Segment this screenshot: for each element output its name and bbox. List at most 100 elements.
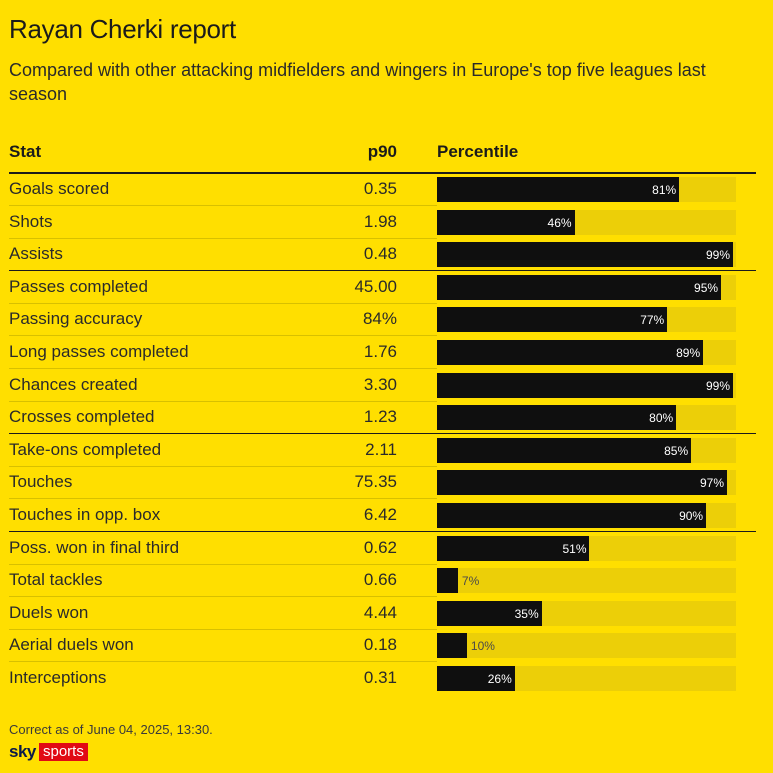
stat-row: Assists 0.48 99% bbox=[9, 239, 756, 272]
logo-sports-text: sports bbox=[39, 743, 88, 761]
p90-value: 0.35 bbox=[363, 179, 397, 198]
percentile-track: 97% bbox=[437, 470, 736, 496]
stat-label: Passing accuracy bbox=[9, 309, 143, 329]
percentile-label: 85% bbox=[664, 443, 689, 458]
row-divider bbox=[9, 596, 437, 598]
stat-label: Take-ons completed bbox=[9, 439, 162, 459]
percentile-track: 46% bbox=[437, 209, 736, 235]
row-divider bbox=[9, 302, 437, 304]
stat-row: Interceptions 0.31 26% bbox=[9, 663, 756, 695]
percentile-label: 35% bbox=[514, 606, 539, 621]
stat-row: Take-ons completed 2.11 85% bbox=[9, 435, 756, 467]
p90-value: 3.30 bbox=[363, 374, 397, 394]
stat-label: Shots bbox=[9, 211, 53, 231]
percentile-bar bbox=[437, 274, 722, 300]
stat-label: Touches in opp. box bbox=[9, 505, 161, 524]
percentile-track: 10% bbox=[437, 633, 736, 659]
percentile-track: 85% bbox=[437, 437, 736, 463]
percentile-track: 95% bbox=[437, 274, 736, 300]
row-divider bbox=[9, 628, 437, 630]
percentile-label: 7% bbox=[461, 574, 480, 589]
percentile-bar bbox=[437, 600, 542, 626]
percentile-label: 95% bbox=[694, 280, 719, 295]
percentile-bar bbox=[437, 470, 728, 496]
group-divider bbox=[9, 433, 756, 435]
stat-row: Long passes completed 1.76 89% bbox=[9, 337, 756, 369]
percentile-bar bbox=[437, 503, 707, 528]
group-divider bbox=[9, 531, 756, 532]
stat-row: Chances created 3.30 99% bbox=[9, 370, 756, 402]
stat-label: Goals scored bbox=[9, 179, 110, 198]
stat-label: Long passes completed bbox=[9, 342, 189, 361]
p90-value: 0.48 bbox=[363, 244, 397, 264]
stat-row: Crosses completed 1.23 80% bbox=[9, 402, 756, 435]
percentile-track: 7% bbox=[437, 568, 736, 594]
percentile-column-header: Percentile bbox=[437, 142, 519, 161]
p90-value: 1.23 bbox=[363, 407, 397, 427]
stat-label: Interceptions bbox=[9, 668, 107, 687]
page-title: Rayan Cherki report bbox=[9, 14, 236, 44]
row-divider bbox=[9, 205, 437, 206]
stat-label: Total tackles bbox=[9, 570, 103, 590]
percentile-label: 89% bbox=[676, 346, 701, 360]
row-divider bbox=[9, 498, 437, 500]
percentile-label: 26% bbox=[487, 672, 512, 686]
percentile-label: 99% bbox=[705, 378, 731, 393]
stat-label: Touches bbox=[9, 472, 73, 492]
percentile-bar bbox=[437, 177, 680, 202]
p90-value: 6.42 bbox=[363, 505, 397, 524]
logo-sky-text: sky bbox=[9, 742, 36, 761]
p90-column-header: p90 bbox=[367, 142, 397, 161]
stat-row: Total tackles 0.66 7% bbox=[9, 565, 756, 598]
stat-label: Crosses completed bbox=[9, 407, 155, 427]
row-divider bbox=[9, 465, 437, 467]
stat-row: Shots 1.98 46% bbox=[9, 207, 756, 239]
percentile-label: 97% bbox=[700, 476, 725, 491]
stat-label: Passes completed bbox=[9, 276, 148, 296]
percentile-bar bbox=[437, 666, 515, 691]
stat-label: Duels won bbox=[9, 602, 89, 622]
row-divider bbox=[9, 335, 437, 337]
row-divider bbox=[9, 661, 437, 663]
page-subtitle: Compared with other attacking midfielder… bbox=[9, 60, 706, 104]
percentile-bar bbox=[437, 340, 704, 365]
timestamp-note: Correct as of June 04, 2025, 13:30. bbox=[9, 722, 213, 737]
p90-value: 0.31 bbox=[363, 668, 397, 687]
percentile-label: 80% bbox=[649, 411, 674, 426]
percentile-track: 80% bbox=[437, 405, 736, 431]
stat-row: Goals scored 0.35 81% bbox=[9, 174, 756, 206]
p90-value: 84% bbox=[362, 309, 397, 329]
percentile-label: 10% bbox=[470, 639, 495, 654]
stat-label: Assists bbox=[9, 244, 63, 264]
stat-row: Aerial duels won 0.18 10% bbox=[9, 630, 756, 663]
percentile-bar bbox=[437, 372, 733, 398]
p90-value: 0.18 bbox=[363, 635, 397, 655]
group-divider bbox=[9, 270, 756, 272]
p90-value: 0.66 bbox=[363, 570, 397, 590]
stat-column-header: Stat bbox=[9, 142, 42, 161]
percentile-label: 99% bbox=[705, 248, 731, 263]
percentile-label: 90% bbox=[679, 509, 704, 523]
p90-value: 45.00 bbox=[354, 276, 397, 296]
percentile-track: 90% bbox=[437, 503, 736, 528]
p90-value: 4.44 bbox=[363, 602, 397, 622]
header-divider bbox=[9, 172, 756, 174]
percentile-bar bbox=[437, 307, 668, 333]
p90-value: 0.62 bbox=[363, 537, 397, 557]
row-divider bbox=[9, 368, 437, 369]
row-divider bbox=[9, 400, 437, 402]
percentile-track: 81% bbox=[437, 177, 736, 202]
percentile-track: 77% bbox=[437, 307, 736, 333]
p90-value: 2.11 bbox=[365, 439, 397, 459]
stat-row: Duels won 4.44 35% bbox=[9, 598, 756, 630]
percentile-bar bbox=[437, 633, 467, 659]
percentile-label: 46% bbox=[547, 215, 572, 230]
percentile-track: 51% bbox=[437, 535, 736, 561]
percentile-label: 51% bbox=[562, 541, 587, 556]
p90-value: 1.76 bbox=[363, 342, 397, 361]
p90-value: 1.98 bbox=[363, 211, 397, 231]
p90-value: 75.35 bbox=[354, 472, 397, 492]
percentile-track: 35% bbox=[437, 600, 736, 626]
percentile-bar bbox=[437, 242, 733, 268]
